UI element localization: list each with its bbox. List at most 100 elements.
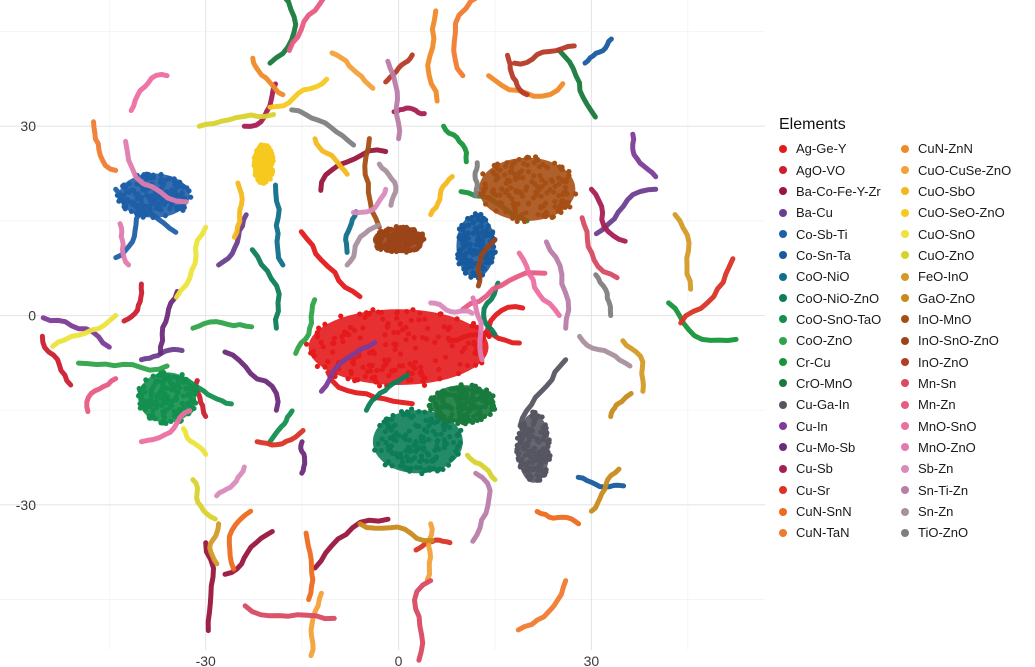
data-point (438, 311, 444, 317)
data-point (150, 383, 156, 390)
data-point (405, 331, 412, 337)
data-point (502, 189, 508, 195)
series-cu-in (40, 131, 659, 394)
data-point (392, 422, 398, 428)
data-strand (428, 174, 455, 218)
data-point (474, 324, 480, 330)
data-point (455, 420, 461, 426)
data-point (519, 212, 525, 218)
series-mno-sno (128, 72, 562, 445)
data-point (403, 336, 409, 343)
data-point (556, 181, 562, 187)
data-point (396, 432, 402, 439)
data-point (467, 418, 473, 424)
data-point (525, 473, 531, 479)
data-point (179, 372, 185, 378)
data-point (384, 324, 390, 330)
data-strand (511, 43, 577, 67)
data-point (467, 398, 473, 404)
data-point (472, 383, 479, 389)
data-point (423, 417, 429, 424)
data-point (267, 154, 274, 161)
legend-label: CuN-ZnN (918, 141, 973, 157)
series-co-sb-ti (113, 171, 194, 261)
data-point (490, 187, 497, 193)
data-point (458, 252, 464, 258)
legend-item: Co-Sn-Ta (779, 245, 925, 266)
data-point (403, 465, 409, 471)
legend-item: Sn-Ti-Zn (901, 480, 1011, 501)
data-point (407, 236, 413, 242)
data-strand (312, 516, 391, 571)
data-point (395, 329, 401, 336)
data-point (366, 311, 372, 317)
data-point (374, 243, 380, 249)
legend-swatch (901, 315, 909, 324)
series-ag-ge-y (298, 229, 526, 407)
legend-label: InO-MnO (918, 311, 972, 327)
data-point (422, 316, 428, 322)
data-point (345, 376, 351, 382)
data-point (556, 193, 562, 199)
data-point (458, 427, 464, 433)
data-point (543, 430, 549, 436)
data-point (167, 206, 173, 212)
y-tick-label: -30 (16, 497, 36, 513)
data-point (407, 468, 413, 474)
data-point (435, 390, 441, 396)
data-strand (593, 272, 614, 318)
legend-label: Ag-Ge-Y (796, 141, 847, 157)
data-strand (318, 340, 378, 394)
data-point (536, 477, 542, 483)
data-point (158, 171, 164, 178)
data-strand (128, 72, 170, 113)
data-point (438, 404, 444, 410)
data-point (268, 148, 274, 154)
data-point (441, 444, 448, 451)
data-point (445, 391, 451, 398)
series-cun-snn (226, 508, 582, 602)
legend-label: CoO-SnO-TaO (796, 311, 882, 327)
data-point (351, 356, 357, 362)
data-point (457, 361, 463, 367)
legend-swatch (901, 507, 909, 516)
data-point (440, 397, 446, 403)
data-strand (293, 297, 318, 356)
data-point (180, 204, 187, 210)
data-point (386, 373, 392, 379)
data-point (424, 336, 430, 342)
data-point (528, 454, 534, 461)
data-point (379, 367, 385, 373)
data-point (543, 469, 549, 475)
data-point (143, 175, 149, 182)
series-sn-zn (344, 161, 633, 369)
data-point (521, 161, 527, 167)
data-strand (242, 603, 337, 622)
legend-swatch (779, 230, 787, 239)
data-point (535, 472, 542, 479)
data-point (489, 252, 495, 258)
legend-swatch (901, 464, 909, 473)
legend-item: InO-SnO-ZnO (901, 330, 1011, 351)
legend-item: Cu-In (779, 415, 925, 436)
data-point (424, 428, 430, 435)
legend-item: Cu-Mo-Sb (779, 437, 925, 458)
data-point (419, 470, 425, 477)
data-point (123, 189, 129, 195)
data-point (427, 417, 433, 423)
data-point (524, 154, 530, 160)
data-point (486, 195, 492, 201)
data-strand (534, 509, 582, 527)
data-point (468, 216, 474, 222)
series-co-sn-ta (455, 36, 627, 490)
data-strand (121, 281, 145, 324)
data-point (269, 171, 275, 177)
data-point (523, 187, 529, 193)
data-point (483, 387, 490, 393)
data-point (521, 444, 527, 450)
data-point (525, 201, 532, 207)
data-point (412, 345, 418, 351)
series-mno-zno (117, 138, 485, 363)
data-point (473, 397, 480, 403)
legend-swatch (779, 507, 787, 516)
